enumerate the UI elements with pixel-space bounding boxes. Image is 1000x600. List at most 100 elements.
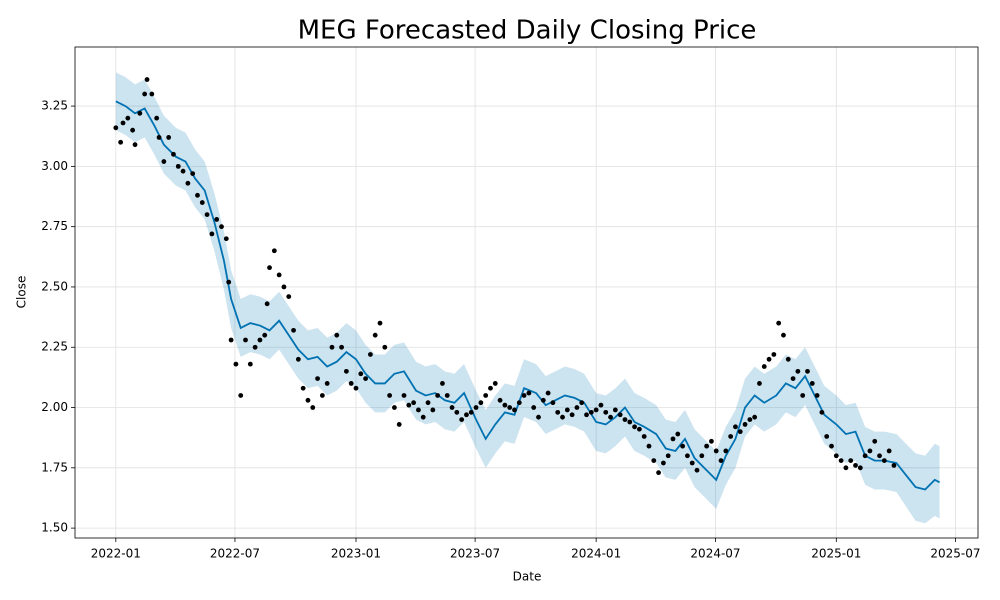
y-tick-label: 1.50 (41, 521, 68, 535)
observed-point (675, 431, 681, 437)
observed-point (838, 458, 844, 463)
y-axis-label: Close (15, 276, 29, 309)
observed-point (833, 453, 839, 459)
observed-point (526, 390, 532, 396)
observed-point (829, 443, 834, 449)
observed-point (497, 397, 503, 403)
observed-point (416, 407, 421, 413)
observed-point (154, 115, 160, 121)
observed-point (367, 352, 373, 357)
observed-point (651, 458, 657, 463)
observed-point (531, 405, 537, 410)
observed-point (636, 426, 642, 432)
observed-point (468, 409, 474, 415)
observed-point (144, 77, 150, 82)
y-tick-label: 2.50 (41, 279, 68, 293)
observed-point (800, 393, 806, 398)
observed-point (396, 422, 402, 427)
observed-point (612, 407, 618, 413)
observed-point (401, 393, 407, 398)
observed-point (425, 400, 431, 406)
observed-point (142, 91, 148, 97)
observed-point (444, 393, 450, 398)
observed-point (137, 110, 143, 116)
observed-point (195, 192, 200, 198)
observed-point (199, 200, 205, 205)
observed-point (891, 463, 897, 468)
observed-point (641, 434, 647, 439)
observed-point (584, 412, 589, 418)
x-tick-label: 2025-01 (811, 547, 861, 561)
x-tick-label: 2024-07 (690, 547, 740, 561)
observed-point (363, 376, 368, 381)
observed-point (353, 385, 359, 391)
observed-point (430, 407, 436, 413)
observed-point (130, 127, 136, 133)
observed-point (617, 412, 623, 418)
observed-point (848, 458, 854, 463)
observed-point (761, 364, 767, 369)
observed-point (492, 381, 498, 386)
observed-point (843, 465, 849, 471)
observed-point (190, 171, 196, 177)
observed-point (569, 412, 575, 418)
observed-point (694, 467, 700, 473)
observed-point (814, 393, 820, 398)
observed-point (473, 405, 479, 410)
observed-point (449, 405, 455, 410)
observed-point (118, 139, 124, 145)
observed-point (281, 284, 287, 290)
observed-point (627, 419, 633, 425)
observed-point (223, 236, 229, 242)
observed-point (867, 448, 873, 454)
observed-point (632, 424, 637, 430)
observed-point (757, 381, 762, 386)
observed-point (209, 231, 215, 237)
observed-point (656, 470, 661, 476)
observed-point (747, 417, 753, 422)
x-tick-label: 2022-07 (210, 547, 260, 561)
observed-point (805, 368, 810, 374)
observed-point (709, 438, 714, 444)
observed-point (329, 344, 335, 350)
observed-point (622, 417, 628, 422)
observed-point (766, 356, 772, 362)
observed-point (459, 417, 465, 422)
x-axis-label: Date (513, 570, 542, 584)
observed-point (598, 402, 604, 408)
observed-point (238, 393, 244, 398)
observed-point (334, 332, 340, 338)
observed-point (689, 460, 695, 466)
observed-point (886, 448, 892, 454)
observed-point (550, 400, 556, 406)
x-tick-label: 2025-07 (930, 547, 980, 561)
observed-point (149, 91, 155, 97)
observed-point (545, 390, 551, 396)
observed-point (286, 294, 292, 299)
observed-point (728, 434, 734, 439)
observed-point (233, 361, 239, 367)
observed-point (512, 407, 517, 413)
observed-point (257, 337, 263, 343)
observed-point (881, 458, 887, 463)
observed-point (819, 409, 825, 415)
observed-point (358, 371, 364, 377)
observed-point (785, 356, 791, 362)
observed-point (877, 453, 882, 459)
observed-point (752, 414, 758, 420)
observed-point (132, 142, 138, 148)
observed-point (579, 400, 585, 406)
observed-point (603, 409, 609, 415)
observed-point (339, 344, 344, 350)
observed-point (713, 448, 719, 454)
observed-point (670, 436, 676, 442)
observed-point (440, 381, 445, 386)
observed-point (464, 412, 469, 418)
x-tick-label: 2023-01 (331, 547, 381, 561)
observed-point (228, 337, 234, 343)
observed-point (180, 168, 186, 174)
observed-point (574, 405, 580, 410)
chart-title: MEG Forecasted Daily Closing Price (298, 16, 757, 46)
